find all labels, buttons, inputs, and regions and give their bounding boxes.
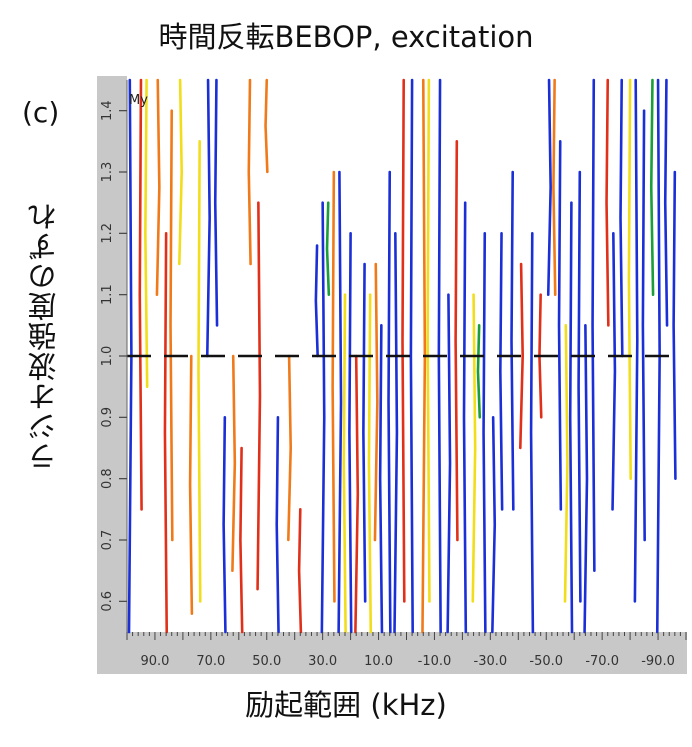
contour-line	[552, 78, 557, 296]
contour-line	[373, 262, 379, 542]
y-tick-label: 1.2	[100, 223, 115, 244]
contour-line	[499, 232, 504, 511]
contour-line	[454, 140, 459, 542]
contour-line	[205, 78, 211, 358]
contour-line	[577, 170, 582, 603]
chart-title: 時間反転BEBOP, excitation	[158, 20, 534, 54]
contour-line	[144, 78, 149, 388]
contour-line	[275, 416, 280, 634]
contour-line	[264, 78, 269, 174]
panel-label: (c)	[22, 96, 60, 129]
contour-line	[231, 354, 237, 572]
contour-line	[387, 170, 392, 634]
contour-line	[663, 78, 669, 327]
contour-line	[287, 354, 293, 542]
contour-line	[591, 78, 596, 572]
contour-line	[426, 78, 431, 603]
contour-line	[446, 293, 452, 634]
contour-line	[331, 170, 336, 603]
y-tick-label: 1.1	[100, 284, 115, 305]
contour-line	[314, 244, 319, 358]
contour-line	[619, 78, 624, 358]
contour-line	[297, 508, 303, 634]
contour-line	[518, 262, 524, 450]
contour-layer	[127, 78, 677, 634]
x-tick-label: 10.0	[364, 654, 393, 669]
contour-line	[627, 78, 632, 480]
contour-line	[462, 201, 468, 634]
x-axis-label: 励起範囲 (kHz)	[245, 688, 447, 722]
contour-line	[563, 324, 569, 603]
contour-line	[362, 262, 367, 603]
contour-line	[367, 293, 373, 634]
contour-line	[409, 78, 414, 634]
x-axis: 90.0 70.0 50.0 30.0 10.0 -10.0 -30.0 -50.0 -70.0…	[126, 632, 687, 669]
inner-label: My	[129, 93, 148, 108]
contour-line	[169, 109, 174, 542]
contour-line	[155, 78, 161, 296]
contour-line	[138, 78, 143, 511]
y-tick-label: 1.3	[100, 162, 115, 183]
contour-line	[605, 78, 610, 327]
contour-line	[583, 324, 589, 634]
x-tick-label: -10.0	[418, 654, 452, 669]
x-tick-label: -30.0	[474, 654, 508, 669]
contour-line	[320, 201, 326, 634]
contour-line	[163, 232, 169, 634]
y-tick-label: 0.6	[100, 591, 115, 612]
x-tick-label: 50.0	[252, 654, 281, 669]
contour-line	[401, 78, 406, 603]
frame-bottom	[97, 632, 687, 674]
y-tick-label: 0.8	[100, 468, 115, 489]
contour-line	[178, 78, 184, 266]
contour-line	[325, 201, 331, 296]
contour-line	[342, 293, 347, 634]
contour-line	[476, 324, 482, 419]
y-tick-label: 1.0	[100, 346, 115, 367]
contour-line	[197, 140, 202, 603]
contour-line	[348, 232, 353, 634]
x-tick-label: -90.0	[641, 654, 675, 669]
contour-line	[256, 201, 262, 591]
contour-line	[546, 78, 552, 296]
contour-line	[641, 109, 646, 542]
contour-line	[611, 232, 617, 511]
contour-line	[482, 232, 487, 634]
contour-line	[188, 354, 194, 615]
contour-line	[471, 293, 477, 603]
contour-line	[510, 170, 515, 511]
contour-line	[337, 170, 343, 634]
y-tick-label: 0.7	[100, 530, 115, 551]
contour-line	[633, 78, 639, 603]
contour-line	[568, 201, 574, 634]
contour-line	[491, 416, 497, 634]
x-tick-label: 90.0	[140, 654, 169, 669]
y-axis: 0.6 0.7 0.8 0.9 1.0 1.1 1.2 1.3 1.4	[100, 80, 128, 632]
contour-line	[557, 140, 563, 511]
contour-line	[222, 416, 227, 634]
contour-line	[378, 324, 384, 634]
frame-left	[97, 76, 127, 674]
y-tick-label: 0.9	[100, 407, 115, 428]
y-tick-label: 1.4	[100, 100, 115, 121]
contour-line	[672, 170, 677, 480]
contour-line	[239, 446, 244, 634]
x-tick-label: 70.0	[196, 654, 225, 669]
contour-line	[354, 354, 360, 634]
contour-line	[529, 232, 535, 634]
contour-line	[393, 232, 399, 634]
contour-line	[213, 78, 219, 327]
x-tick-label: 30.0	[308, 654, 337, 669]
contour-line	[247, 78, 252, 266]
x-tick-label: -50.0	[529, 654, 563, 669]
x-tick-label: -70.0	[585, 654, 619, 669]
contour-line	[649, 78, 655, 296]
